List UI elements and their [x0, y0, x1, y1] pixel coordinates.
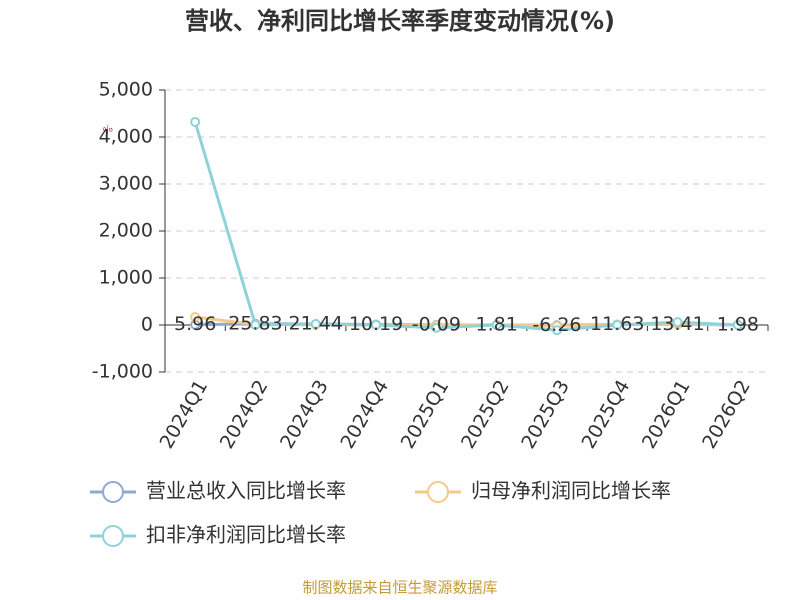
x-tick-label: 2025Q3: [517, 376, 574, 452]
data-label: 21.44: [289, 312, 343, 334]
data-label: 10.19: [349, 313, 403, 335]
point: [732, 320, 743, 330]
legend-icon: [102, 525, 124, 547]
data-label: 11.63: [590, 313, 644, 335]
legend-icon: [427, 481, 449, 503]
data-label: 5.96: [174, 313, 216, 335]
data-label: -6.26: [532, 314, 581, 336]
x-tick-label: 2026Q2: [698, 376, 755, 452]
point: [190, 312, 201, 323]
y-tick-label: 1,000: [99, 267, 153, 289]
data-label: 25.83: [228, 312, 282, 334]
point: [310, 319, 321, 330]
data-label: 1.81: [475, 313, 517, 335]
x-tick-label: 2026Q1: [638, 376, 695, 452]
point: [431, 322, 442, 333]
data-label: 1.98: [717, 313, 759, 335]
x-tick-label: 2024Q3: [276, 376, 333, 452]
x-tick-label: 2024Q4: [336, 376, 393, 452]
point: [250, 320, 261, 330]
x-tick-label: 2024Q2: [216, 376, 273, 452]
legend-label: 归母净利润同比增长率: [471, 479, 671, 503]
x-tick-label: 2025Q4: [578, 376, 635, 452]
y-tick-label: 3,000: [99, 173, 153, 195]
point: [612, 320, 623, 330]
point: [371, 320, 382, 330]
legend-label: 扣非净利润同比增长率: [146, 523, 346, 547]
x-tick-label: 2025Q1: [397, 376, 454, 452]
data-label: -0.09: [412, 314, 461, 336]
legend-label: 营业总收入同比增长率: [146, 479, 346, 503]
x-tick-label: 2024Q1: [155, 376, 212, 452]
y-tick-label: 4,000: [99, 126, 153, 148]
legend-icon: [102, 481, 124, 503]
y-tick-label: -1,000: [92, 361, 153, 383]
y-tick-label: 0: [141, 314, 153, 336]
chart-title: 营收、净利同比增长率季度变动情况(%): [185, 7, 615, 35]
y-tick-label: 2,000: [99, 220, 153, 242]
point: [551, 325, 562, 336]
y-tick-label: 5,000: [99, 79, 153, 101]
point: [491, 320, 502, 330]
x-tick-label: 2025Q2: [457, 376, 514, 452]
point: [672, 317, 683, 328]
y-unit: %: [101, 123, 115, 137]
source-note: 制图数据来自恒生聚源数据库: [302, 579, 497, 597]
series-line: [193, 121, 738, 332]
data-label: 13.41: [650, 313, 704, 335]
point: [190, 116, 201, 127]
